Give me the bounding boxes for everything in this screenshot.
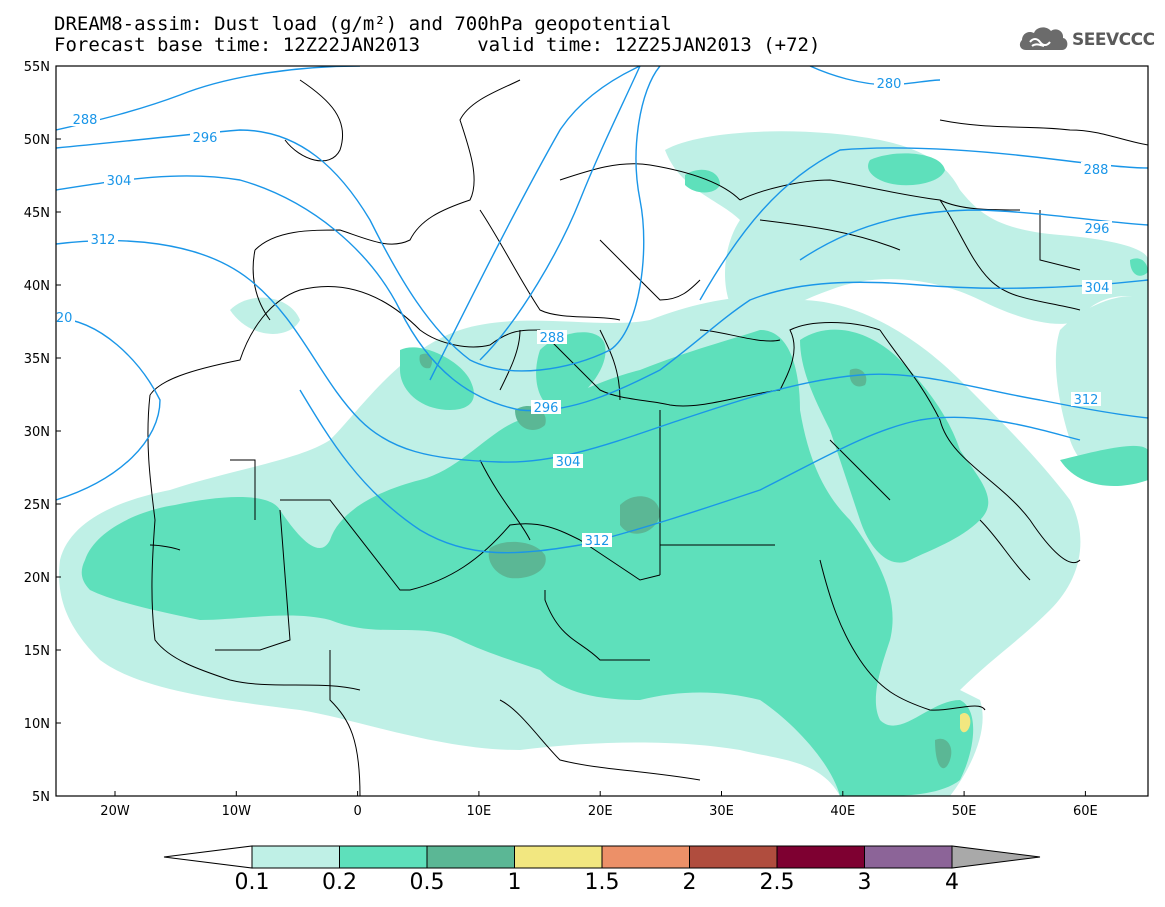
contour-label: 288 [1084,163,1109,178]
colorbar-underflow [163,845,253,869]
contour-label: 280 [877,77,902,92]
contour-label-bg [874,76,904,90]
lat-tick-label: 15N [24,644,50,659]
lat-tick-label: 10N [24,717,50,732]
country-borders [147,79,1148,796]
colorbar-swatch [251,845,340,869]
contour-label: 320 [48,311,73,326]
lat-tick-label: 50N [24,133,50,148]
contour-label-bg [1082,280,1112,294]
colorbar-label: 0.5 [409,870,445,895]
colorbar-swatch [689,845,778,869]
contour-label: 312 [1074,393,1099,408]
contour-label: 304 [1085,281,1110,296]
lat-tick-label: 30N [24,425,50,440]
lat-tick-label: 45N [24,206,50,221]
axis-ticks: 55N 50N 45N 40N 35N 30N 25N 20N 15N 10N 5N 20W 10W 0 1… [24,60,1098,819]
logo-text: SEEVCCC [1072,30,1155,50]
contour-label-bg [190,130,220,144]
colorbar-label: 2.5 [759,870,795,895]
contour-label-bg [70,112,100,126]
contour-label-bg [531,400,561,414]
contour-label: 296 [534,401,559,416]
colorbar-label: 3 [857,870,872,895]
map-title: DREAM8-assim: Dust load (g/m²) and 700hP… [54,13,672,35]
lon-tick-label: 60E [1073,804,1098,819]
contour-label-bg [56,310,75,324]
colorbar-label: 1 [507,870,522,895]
contour-label: 296 [193,131,218,146]
contour-label: 304 [107,174,132,189]
cloud-icon [1019,27,1068,50]
lon-tick-label: 30E [709,804,734,819]
contour-label: 288 [73,113,98,128]
contour-label: 296 [1085,222,1110,237]
lon-tick-label: 20W [100,804,130,819]
lat-tick-label: 20N [24,571,50,586]
colorbar-overflow [951,845,1041,869]
colorbar-swatch [601,845,690,869]
contour-label-bg [553,454,583,468]
lon-tick-label: 20E [588,804,613,819]
lon-tick-label: 40E [830,804,855,819]
lat-tick-label: 35N [24,352,50,367]
contour-label: 288 [540,331,565,346]
colorbar-label: 0.1 [234,870,270,895]
lon-tick-label: 0 [353,804,361,819]
lon-tick-label: 50E [952,804,977,819]
contour-label-bg [582,533,612,547]
lon-tick-label: 10E [467,804,492,819]
colorbar-label: 0.2 [322,870,357,895]
contour-label-bg [104,173,134,187]
lat-tick-label: 25N [24,498,50,513]
lon-tick-label: 10W [222,804,252,819]
contour-label: 312 [91,233,116,248]
colorbar-swatch [776,845,865,869]
contour-label-bg [1071,392,1101,406]
seevccc-logo: SEEVCCC [1018,24,1158,56]
contour-label-bg [1082,221,1112,235]
colorbar [163,845,1041,869]
contour-label: 304 [556,455,581,470]
lat-tick-label: 55N [24,60,50,75]
contour-label-bg [537,330,567,344]
lat-tick-label: 5N [32,790,50,805]
colorbar-swatch [339,845,428,869]
lat-tick-label: 40N [24,279,50,294]
colorbar-swatch [864,845,953,869]
contour-label: 312 [585,534,610,549]
map-subtitle: Forecast base time: 12Z22JAN2013 valid t… [54,34,821,56]
colorbar-label: 4 [945,870,959,895]
contour-label-bg [88,232,118,246]
contour-labels: 288 296 304 312 320 288 296 304 312 280 288 296 304 3… [48,76,1112,549]
colorbar-swatch [426,845,515,869]
colorbar-swatch [514,845,603,869]
colorbar-label: 1.5 [584,870,620,895]
dust-shading-yellow [960,713,971,733]
contour-label-bg [1081,162,1111,176]
colorbar-label: 2 [682,870,697,895]
